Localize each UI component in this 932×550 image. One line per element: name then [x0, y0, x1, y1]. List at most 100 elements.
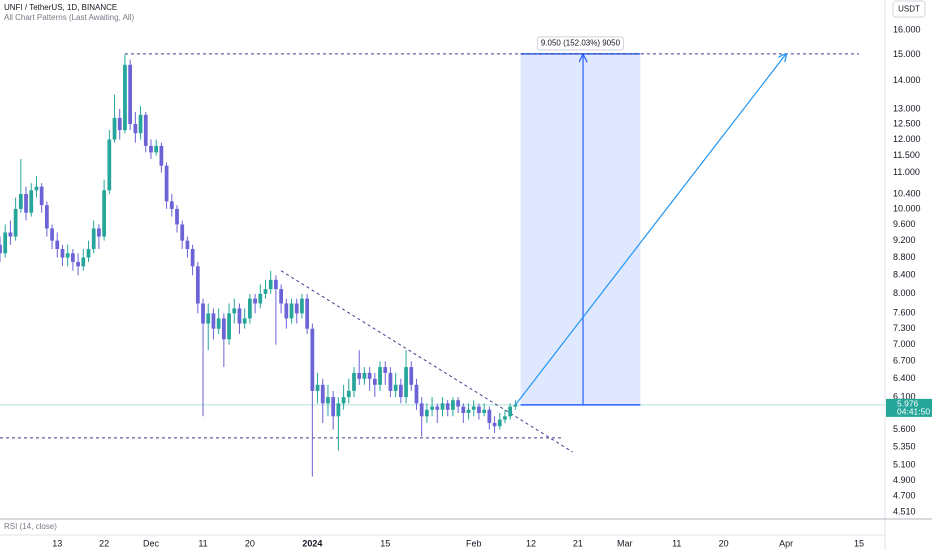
candle-body — [461, 406, 466, 414]
candle-body — [508, 406, 513, 417]
y-tick-label: 4.510 — [893, 506, 916, 516]
y-tick-label: 7.600 — [893, 308, 916, 318]
candle-body — [102, 190, 106, 237]
y-tick-label: 5.100 — [893, 460, 916, 470]
x-tick-label: Mar — [617, 538, 633, 548]
candle-body — [268, 279, 273, 290]
candle-body — [445, 403, 450, 410]
candle-body — [279, 289, 283, 304]
y-tick-label: 10.400 — [893, 188, 921, 198]
candle-body — [55, 240, 60, 250]
y-tick-label: 10.000 — [893, 203, 921, 213]
x-tick-label: 11 — [672, 538, 681, 548]
candle-body — [76, 261, 80, 267]
candle-body — [294, 303, 299, 314]
candle-body — [65, 253, 70, 258]
candle-body — [503, 416, 507, 420]
candle-body — [185, 240, 190, 250]
candle-body — [331, 397, 336, 417]
y-tick-label: 6.400 — [893, 373, 916, 383]
candle-body — [477, 406, 481, 414]
candle-body — [29, 190, 34, 213]
candle-body — [419, 403, 424, 417]
candle-body — [404, 367, 408, 398]
candle-body — [466, 409, 471, 414]
candle-body — [86, 249, 91, 258]
candle-body — [3, 232, 8, 254]
y-tick-label: 6.700 — [893, 356, 916, 366]
candle-body — [154, 145, 159, 153]
candle-body — [206, 313, 211, 324]
candle-body — [195, 266, 200, 304]
candle-body — [378, 367, 382, 385]
x-tick-label: 22 — [99, 538, 109, 548]
candle-body — [284, 303, 289, 319]
indicator-label: RSI (14, close) — [4, 522, 57, 531]
x-tick-label: 15 — [854, 538, 864, 548]
y-tick-label: 16.000 — [893, 24, 921, 34]
target-label-box — [536, 36, 624, 51]
candle-body — [435, 406, 440, 410]
candle-body — [253, 298, 257, 304]
countdown-label: 04:41:50 — [897, 407, 930, 417]
x-tick-label: 13 — [52, 538, 62, 548]
candle-body — [289, 303, 294, 319]
x-tick-label: 21 — [573, 538, 583, 548]
y-tick-label: 15.000 — [893, 49, 921, 59]
candle-body — [409, 367, 414, 385]
candle-body — [149, 145, 153, 153]
candle-body — [430, 406, 434, 410]
candle-body — [143, 114, 148, 146]
currency-label[interactable]: USDT — [898, 5, 920, 14]
candle-body — [164, 165, 169, 202]
candle-body — [393, 384, 398, 391]
y-tick-label: 5.350 — [893, 441, 916, 451]
chart-subtitle: All Chart Patterns (Last Awaiting, All) — [4, 13, 134, 22]
candle-body — [39, 186, 44, 206]
candle-body — [180, 224, 185, 241]
candle-body — [169, 201, 174, 209]
candle-body — [398, 384, 403, 398]
target-label: 9.050 (152.03%) 9050 — [541, 38, 621, 47]
candle-body — [71, 253, 75, 262]
candle-body — [138, 114, 143, 134]
candle-body — [237, 308, 242, 324]
candle-body — [175, 208, 179, 225]
y-tick-label: 5.600 — [893, 424, 916, 434]
x-tick-label: 20 — [245, 538, 255, 548]
candle-body — [326, 397, 330, 404]
candle-body — [320, 384, 325, 404]
candle-body — [352, 372, 356, 391]
x-tick-label: Apr — [779, 538, 793, 548]
candle-body — [60, 249, 65, 258]
y-tick-label: 7.000 — [893, 339, 916, 349]
candle-body — [513, 404, 518, 407]
candle-body — [482, 409, 487, 414]
y-tick-label: 12.000 — [893, 134, 921, 144]
candle-body — [221, 318, 226, 340]
candle-body — [274, 279, 278, 290]
candle-body — [128, 64, 133, 124]
candle-body — [414, 384, 419, 404]
candle-body — [492, 422, 497, 427]
candle-body — [133, 123, 138, 134]
currency-button[interactable] — [892, 0, 926, 18]
candle-body — [44, 205, 49, 229]
candle-body — [451, 400, 455, 410]
y-tick-label: 6.100 — [893, 391, 916, 401]
candle-body — [34, 186, 39, 191]
candle-body — [471, 406, 476, 410]
candle-body — [367, 372, 372, 379]
candle-body — [159, 145, 164, 166]
candle-body — [258, 293, 263, 304]
y-tick-label: 11.000 — [893, 167, 920, 177]
x-tick-label: 11 — [198, 538, 207, 548]
candle-body — [190, 249, 195, 267]
candle-body — [310, 328, 315, 391]
candle-body — [8, 232, 13, 237]
candle-body — [211, 313, 216, 329]
candle-body — [357, 372, 362, 379]
chart-title: UNFI / TetherUS, 1D, BINANCE — [4, 3, 117, 12]
candle-body — [305, 298, 310, 329]
